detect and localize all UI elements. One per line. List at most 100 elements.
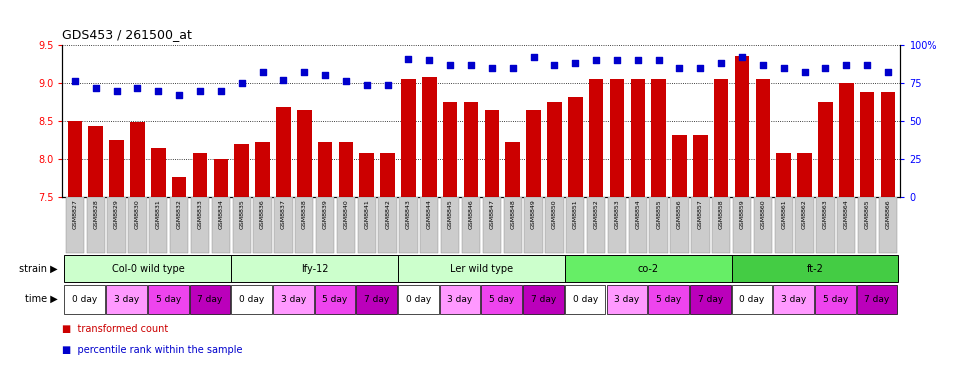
- Text: GSM8832: GSM8832: [177, 199, 181, 229]
- Point: [672, 65, 687, 71]
- Text: GSM8842: GSM8842: [385, 199, 390, 229]
- Bar: [441, 198, 459, 253]
- Text: Col-0 wild type: Col-0 wild type: [111, 264, 184, 274]
- Bar: [756, 79, 770, 197]
- Bar: [253, 198, 272, 253]
- Bar: [568, 97, 583, 197]
- Text: GSM8829: GSM8829: [114, 199, 119, 229]
- Point: [254, 70, 270, 75]
- Bar: [483, 198, 501, 253]
- Bar: [232, 198, 251, 253]
- Text: GSM8854: GSM8854: [636, 199, 640, 229]
- Text: ■  transformed count: ■ transformed count: [62, 324, 169, 334]
- Bar: [315, 285, 355, 314]
- Text: co-2: co-2: [637, 264, 659, 274]
- Bar: [566, 198, 585, 253]
- Bar: [505, 142, 520, 197]
- Bar: [837, 198, 855, 253]
- Text: GSM8866: GSM8866: [885, 199, 891, 229]
- Text: GSM8831: GSM8831: [156, 199, 160, 229]
- Bar: [275, 198, 293, 253]
- Bar: [547, 102, 562, 197]
- Point: [776, 65, 791, 71]
- Bar: [608, 198, 626, 253]
- Bar: [65, 198, 84, 253]
- Text: GDS453 / 261500_at: GDS453 / 261500_at: [62, 28, 192, 41]
- Text: GSM8830: GSM8830: [135, 199, 140, 229]
- Point: [588, 57, 604, 63]
- Point: [192, 87, 207, 93]
- Bar: [231, 255, 398, 283]
- Bar: [693, 135, 708, 197]
- Text: lfy-12: lfy-12: [300, 264, 328, 274]
- Bar: [213, 159, 228, 197]
- Bar: [151, 147, 165, 197]
- Bar: [64, 285, 106, 314]
- Bar: [88, 126, 103, 197]
- Text: GSM8839: GSM8839: [323, 199, 327, 229]
- Point: [859, 62, 875, 68]
- Point: [297, 70, 312, 75]
- Bar: [732, 198, 752, 253]
- Bar: [401, 79, 416, 197]
- Text: GSM8844: GSM8844: [427, 199, 432, 229]
- Bar: [860, 92, 875, 197]
- Point: [464, 62, 479, 68]
- Bar: [777, 153, 791, 197]
- Point: [172, 92, 187, 98]
- Point: [130, 85, 145, 90]
- Bar: [798, 153, 812, 197]
- Text: 7 day: 7 day: [197, 295, 223, 304]
- Bar: [526, 109, 540, 197]
- Bar: [356, 285, 397, 314]
- Bar: [732, 285, 772, 314]
- Bar: [545, 198, 564, 253]
- Bar: [839, 83, 853, 197]
- Text: GSM8863: GSM8863: [823, 199, 828, 229]
- Bar: [170, 198, 188, 253]
- Point: [651, 57, 666, 63]
- Bar: [587, 198, 605, 253]
- Bar: [359, 153, 374, 197]
- Bar: [422, 77, 437, 197]
- Text: GSM8827: GSM8827: [72, 199, 78, 229]
- Bar: [631, 79, 645, 197]
- Text: 7 day: 7 day: [864, 295, 890, 304]
- Point: [734, 54, 750, 60]
- Text: GSM8862: GSM8862: [803, 199, 807, 229]
- Point: [756, 62, 771, 68]
- Bar: [86, 198, 105, 253]
- Bar: [588, 79, 604, 197]
- Bar: [462, 198, 480, 253]
- Point: [693, 65, 708, 71]
- Point: [67, 79, 83, 85]
- Text: 5 day: 5 day: [323, 295, 348, 304]
- Bar: [107, 285, 147, 314]
- Point: [421, 57, 437, 63]
- Point: [213, 87, 228, 93]
- Text: 0 day: 0 day: [72, 295, 97, 304]
- Bar: [64, 255, 231, 283]
- Bar: [420, 198, 439, 253]
- Bar: [818, 102, 832, 197]
- Bar: [564, 255, 732, 283]
- Text: 5 day: 5 day: [656, 295, 682, 304]
- Point: [443, 62, 458, 68]
- Bar: [148, 285, 188, 314]
- Text: GSM8836: GSM8836: [260, 199, 265, 229]
- Bar: [255, 142, 270, 197]
- Text: GSM8850: GSM8850: [552, 199, 557, 229]
- Text: 5 day: 5 day: [490, 295, 515, 304]
- Text: GSM8835: GSM8835: [239, 199, 244, 229]
- Bar: [775, 198, 793, 253]
- Text: 5 day: 5 day: [823, 295, 848, 304]
- Point: [526, 54, 541, 60]
- Bar: [816, 198, 834, 253]
- Point: [713, 60, 729, 66]
- Point: [505, 65, 520, 71]
- Text: 3 day: 3 day: [280, 295, 306, 304]
- Bar: [651, 79, 666, 197]
- Text: GSM8853: GSM8853: [614, 199, 619, 229]
- Bar: [858, 198, 876, 253]
- Bar: [714, 79, 729, 197]
